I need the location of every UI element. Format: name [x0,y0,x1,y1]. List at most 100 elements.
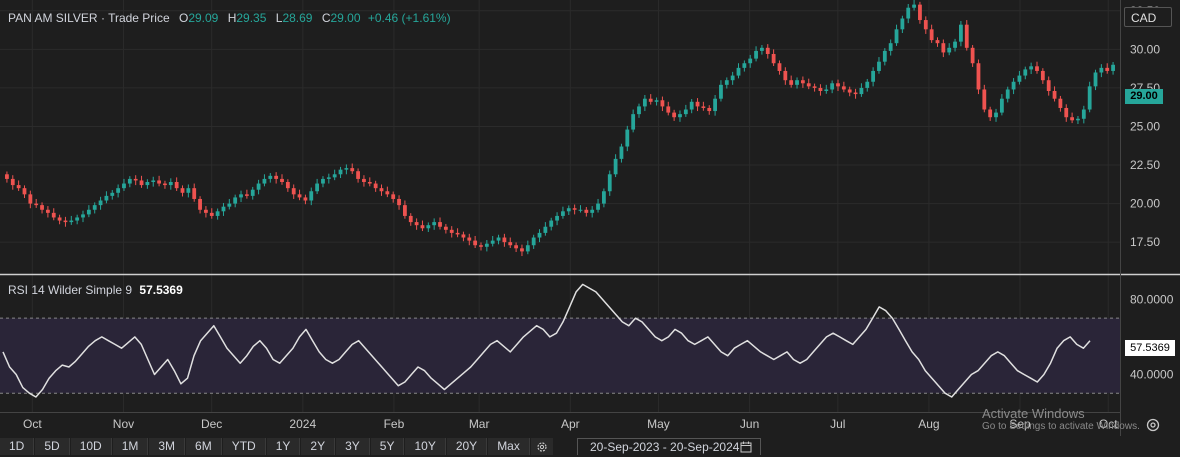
range-button-1y[interactable]: 1Y [266,438,301,455]
candle-body [841,86,846,90]
range-button-5d[interactable]: 5D [35,438,70,455]
candle-body [520,248,524,252]
candle-body [847,89,852,93]
candle-body [900,18,905,30]
candle-body [174,182,179,189]
range-button-10d[interactable]: 10D [70,438,112,455]
range-button-bar: 1D 5D 10D 1M 3M 6M YTD 1Y 2Y 3Y 5Y 10Y 2… [0,438,553,455]
x-axis-label: May [647,417,670,431]
range-button-ytd[interactable]: YTD [222,438,266,455]
candle-body [999,98,1004,113]
range-button-10y[interactable]: 10Y [405,438,446,455]
candle-body [1023,69,1028,76]
candle-body [133,178,138,181]
candle-body [701,106,706,108]
date-range-picker[interactable]: 20-Sep-2023 - 20-Sep-2024 [577,438,761,455]
candle-body [303,197,308,201]
candle-body [367,182,372,184]
candle-body [1076,118,1080,121]
candle-body [291,188,296,195]
candle-body [941,43,946,53]
candle-body [309,191,314,201]
candle-body [438,222,442,227]
candle-body [57,217,62,221]
candle-body [408,215,413,223]
candle-body [906,7,911,19]
close-label: C [321,11,331,25]
candle-body [321,178,325,184]
candle-body [830,83,835,90]
candle-body [221,206,226,212]
candle-body [888,43,893,51]
watermark-subtitle: Go to Settings to activate Windows. [982,421,1140,432]
candle-body [391,194,396,199]
candle-body [449,229,454,233]
range-button-20y[interactable]: 20Y [446,438,488,455]
candle-body [572,208,577,210]
range-button-3y[interactable]: 3Y [336,438,370,455]
range-button-3m[interactable]: 3M [149,438,186,455]
candle-body [719,84,723,99]
candle-body [882,50,887,62]
candle-body [250,189,255,196]
chart-settings-icon[interactable] [1145,417,1161,433]
candle-body [1052,91,1057,99]
candle-body [970,47,975,64]
candle-body [69,220,74,223]
range-button-6m[interactable]: 6M [186,438,222,455]
separator: · [100,11,105,25]
candle-body [1011,81,1016,90]
candle-body [742,63,747,68]
candle-body [824,89,829,91]
candle-body [16,185,21,189]
candle-body [227,203,232,207]
candle-body [765,47,770,54]
price-tick-label: 17.50 [1130,235,1160,249]
range-button-2y[interactable]: 2Y [301,438,336,455]
candle-body [654,100,659,102]
low-label: L [275,11,283,25]
range-button-5y[interactable]: 5Y [370,438,405,455]
candle-body [672,112,677,118]
candle-body [1087,86,1092,110]
candle-body [1081,109,1086,119]
activation-watermark: Activate Windows Go to Settings to activ… [982,406,1140,432]
rsi-line [2,283,1091,398]
candle-body [110,192,115,196]
candle-body [1005,89,1010,99]
candle-body [127,178,132,184]
candle-body [959,24,963,42]
candle-body [613,158,618,175]
candle-body [976,63,981,90]
candle-body [531,237,536,246]
candle-body [724,80,729,85]
candle-body [695,101,700,107]
candle-body [777,63,782,71]
range-button-1m[interactable]: 1M [112,438,149,455]
candle-body [783,70,788,81]
candle-body [865,81,870,88]
candle-body [414,222,419,226]
candle-body [1058,98,1063,108]
rsi-label: RSI 14 Wilder Simple 9 [8,283,133,297]
candle-body [484,243,489,247]
currency-selector[interactable]: CAD [1124,7,1172,27]
candle-body [163,183,167,186]
candle-body [994,112,998,118]
candle-body [689,101,694,110]
candle-body [590,209,595,213]
candle-body [473,240,478,246]
candle-body [1046,80,1051,91]
candle-body [256,183,261,190]
range-button-1d[interactable]: 1D [0,438,35,455]
candle-body [344,168,349,170]
candle-body [912,4,916,8]
x-axis-label: Oct [1099,417,1118,431]
candle-body [508,242,513,246]
candle-body [426,225,431,229]
candle-body [818,87,823,91]
chart-area[interactable]: 32.5030.0027.5025.0022.5020.0017.5080.00… [0,0,1180,438]
range-button-max[interactable]: Max [488,438,530,455]
candle-body [982,89,987,110]
range-settings-gear-icon[interactable] [530,438,553,455]
